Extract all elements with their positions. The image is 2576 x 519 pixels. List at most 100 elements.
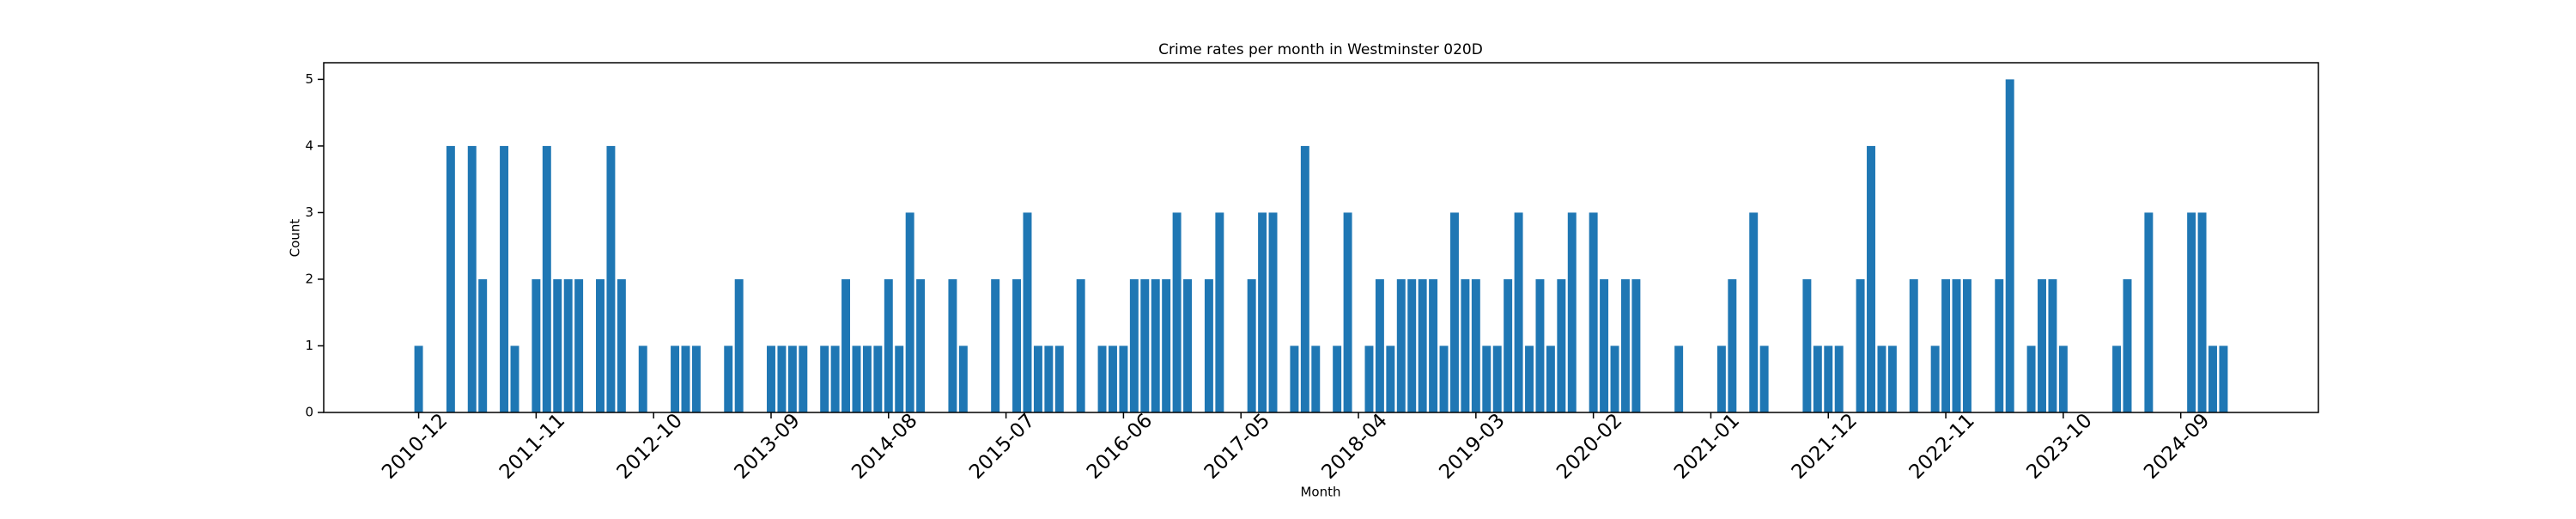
bar	[500, 145, 509, 412]
bar	[1407, 278, 1417, 412]
bar	[1183, 278, 1193, 412]
bar	[1097, 345, 1107, 412]
bar	[1887, 345, 1897, 412]
bar	[958, 345, 968, 412]
bar	[1364, 345, 1374, 412]
bar	[617, 278, 626, 412]
bar	[1268, 212, 1278, 412]
bar	[2112, 345, 2122, 412]
bar	[1631, 278, 1641, 412]
bar	[1290, 345, 1299, 412]
bar	[1418, 278, 1427, 412]
bar	[1610, 345, 1619, 412]
bar	[574, 278, 584, 412]
bar	[1546, 345, 1555, 412]
bar	[830, 345, 840, 412]
bar	[1449, 212, 1459, 412]
bar	[671, 345, 680, 412]
bar	[916, 278, 926, 412]
bar	[1396, 278, 1406, 412]
bar	[414, 345, 423, 412]
bar	[1044, 345, 1054, 412]
bar	[2123, 278, 2132, 412]
bar	[852, 345, 861, 412]
bar	[1429, 278, 1438, 412]
bar	[1620, 278, 1630, 412]
bar	[1471, 278, 1480, 412]
bar	[2187, 212, 2196, 412]
bar	[1172, 212, 1182, 412]
bar	[1482, 345, 1492, 412]
bar	[862, 345, 872, 412]
bar	[606, 145, 616, 412]
bar	[1247, 278, 1256, 412]
bar	[884, 278, 893, 412]
bar	[1375, 278, 1384, 412]
bar	[767, 345, 775, 412]
bar	[1033, 345, 1042, 412]
y-tick-label: 3	[305, 205, 313, 220]
bar	[948, 278, 957, 412]
y-tick-label: 4	[305, 137, 313, 153]
bar	[734, 278, 744, 412]
bar	[799, 345, 808, 412]
bar	[991, 278, 1000, 412]
bar	[1759, 345, 1769, 412]
bar	[777, 345, 787, 412]
y-tick-label: 0	[305, 405, 313, 420]
bar	[1824, 345, 1833, 412]
bar	[1300, 145, 1309, 412]
bar	[510, 345, 519, 412]
bar	[2038, 278, 2046, 412]
bar	[1204, 278, 1213, 412]
bar	[1941, 278, 1951, 412]
bar	[1129, 278, 1139, 412]
bar	[1119, 345, 1128, 412]
bar	[1162, 278, 1171, 412]
bar	[1386, 345, 1395, 412]
bar	[1600, 278, 1609, 412]
bar	[2058, 345, 2068, 412]
bar	[1728, 278, 1737, 412]
bar	[1461, 278, 1470, 412]
bar	[1109, 345, 1117, 412]
bar	[1716, 345, 1726, 412]
bar	[905, 212, 914, 412]
bar	[2144, 212, 2154, 412]
bar	[1514, 212, 1523, 412]
bar	[542, 145, 551, 412]
bar	[1952, 278, 1961, 412]
bar	[1567, 212, 1577, 412]
bar	[1557, 278, 1566, 412]
bar	[563, 278, 573, 412]
y-tick-label: 1	[305, 338, 313, 353]
bar	[1311, 345, 1321, 412]
bar	[1877, 345, 1886, 412]
bar	[895, 345, 904, 412]
y-axis-label: Count	[288, 219, 303, 258]
bar	[724, 345, 733, 412]
bar	[1867, 145, 1875, 412]
bar	[787, 345, 797, 412]
bar	[596, 278, 605, 412]
y-tick-label: 5	[305, 71, 313, 87]
bar	[1492, 345, 1502, 412]
bar	[1962, 278, 1971, 412]
bar	[1333, 345, 1342, 412]
y-tick-label: 2	[305, 271, 313, 286]
bar	[1525, 345, 1534, 412]
bar	[1504, 278, 1513, 412]
bar	[1012, 278, 1022, 412]
bar	[2208, 345, 2217, 412]
bar	[1995, 278, 2004, 412]
bar	[1930, 345, 1940, 412]
bar	[1856, 278, 1865, 412]
bar	[1215, 212, 1224, 412]
bar	[467, 145, 477, 412]
bar	[2005, 79, 2014, 412]
bar	[1258, 212, 1267, 412]
bar	[532, 278, 541, 412]
bar	[1589, 212, 1598, 412]
bar	[446, 145, 455, 412]
